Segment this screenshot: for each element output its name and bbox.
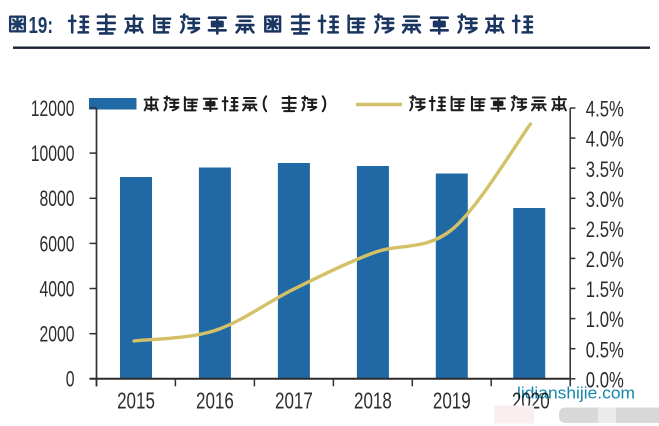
svg-text:0.5%: 0.5% [586, 337, 624, 362]
svg-text:2016: 2016 [196, 388, 234, 414]
svg-text:10000: 10000 [31, 141, 75, 166]
svg-text:1.5%: 1.5% [586, 277, 624, 302]
svg-text:3.0%: 3.0% [586, 187, 624, 212]
svg-text:4.0%: 4.0% [586, 127, 624, 152]
svg-text:6000: 6000 [40, 231, 75, 256]
svg-text:3.5%: 3.5% [586, 157, 624, 182]
svg-text:2015: 2015 [117, 388, 155, 414]
svg-text:2.0%: 2.0% [586, 247, 624, 272]
svg-text:12000: 12000 [31, 96, 75, 121]
svg-text:4000: 4000 [40, 276, 75, 301]
svg-text:2017: 2017 [275, 388, 313, 414]
svg-text:4.5%: 4.5% [586, 97, 624, 122]
svg-text:0.0%: 0.0% [586, 367, 624, 392]
svg-text:2019: 2019 [433, 388, 471, 414]
svg-text:2.5%: 2.5% [586, 217, 624, 242]
svg-text:2000: 2000 [40, 322, 75, 347]
svg-text:1.0%: 1.0% [586, 307, 624, 332]
svg-text:8000: 8000 [40, 186, 75, 211]
svg-text:2018: 2018 [354, 388, 392, 414]
svg-text:0: 0 [66, 367, 75, 392]
svg-text:lidianshijie.com: lidianshijie.com [517, 384, 635, 403]
svg-text:19:: 19: [29, 12, 54, 38]
